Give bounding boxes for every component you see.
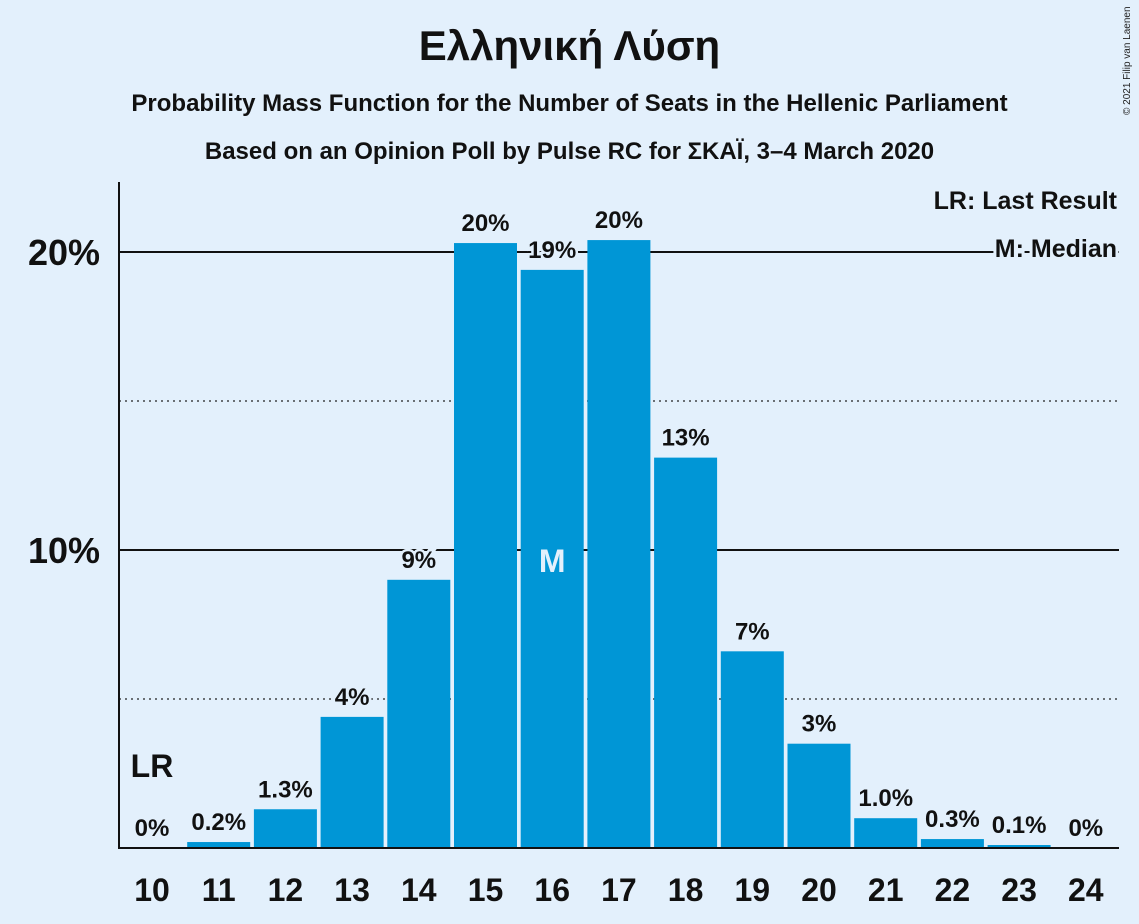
bar (920, 839, 984, 848)
bar (787, 743, 851, 848)
bar (720, 651, 784, 848)
data-label: 7% (735, 618, 770, 645)
chart-title: Ελληνική Λύση (418, 22, 721, 69)
x-tick-label: 23 (1001, 872, 1037, 908)
x-tick-label: 11 (202, 872, 236, 908)
x-tick-label: 16 (534, 872, 570, 908)
bar (520, 269, 584, 848)
x-tick-label: 10 (134, 872, 170, 908)
x-tick-label: 24 (1068, 872, 1104, 908)
bar (654, 457, 718, 848)
bar (854, 818, 918, 848)
data-label: 0.2% (191, 809, 246, 836)
chart-subtitle: Probability Mass Function for the Number… (131, 90, 1008, 117)
data-label: 13% (662, 425, 710, 452)
x-tick-label: 22 (935, 872, 971, 908)
median-marker: M (539, 543, 566, 579)
data-label: 19% (528, 237, 576, 264)
legend-last-result: LR: Last Result (934, 187, 1118, 215)
bar (320, 716, 384, 848)
y-tick-label: 10% (28, 530, 100, 571)
x-tick-label: 21 (868, 872, 904, 908)
bar (454, 243, 517, 848)
x-tick-label: 15 (468, 872, 504, 908)
data-label: 0.3% (925, 806, 980, 833)
chart-source-line: Based on an Opinion Poll by Pulse RC for… (204, 138, 935, 165)
legend-median: M: Median (995, 235, 1117, 263)
data-label: 4% (335, 684, 370, 711)
bar (587, 240, 651, 848)
x-tick-label: 14 (401, 872, 437, 908)
data-label: 0% (135, 815, 170, 842)
bar (253, 809, 317, 848)
x-tick-label: 20 (801, 872, 837, 908)
data-label: 0% (1068, 815, 1103, 842)
data-label: 1.3% (258, 776, 313, 803)
bar (987, 845, 1051, 848)
data-label: 20% (461, 210, 509, 237)
data-label: 20% (595, 207, 643, 234)
data-label: 9% (401, 547, 436, 574)
x-tick-label: 12 (268, 872, 304, 908)
bar (187, 842, 251, 848)
data-label: 0.1% (992, 812, 1047, 839)
y-tick-label: 20% (28, 232, 100, 273)
data-label: 1.0% (858, 785, 913, 812)
bar (387, 579, 451, 848)
x-tick-label: 19 (735, 872, 771, 908)
x-tick-label: 17 (601, 872, 637, 908)
x-tick-label: 18 (668, 872, 704, 908)
data-label: 3% (802, 711, 837, 738)
x-tick-label: 13 (334, 872, 370, 908)
last-result-marker: LR (131, 748, 174, 784)
